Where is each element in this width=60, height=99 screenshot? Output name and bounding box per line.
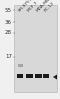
Bar [26,74,33,78]
Bar [17,74,23,78]
Text: 28: 28 [5,30,12,36]
Bar [14,5,57,92]
Bar [18,63,22,67]
Text: SH-SY5Y: SH-SY5Y [17,0,33,13]
Text: PC-12: PC-12 [43,1,55,13]
Polygon shape [53,75,57,79]
Text: 55: 55 [5,8,12,12]
Bar [43,74,49,78]
Text: 36: 36 [5,20,12,24]
Bar [34,74,42,78]
Text: MDA-MB: MDA-MB [35,0,51,13]
Text: 17: 17 [5,55,12,59]
Text: MCF-7: MCF-7 [26,0,39,13]
